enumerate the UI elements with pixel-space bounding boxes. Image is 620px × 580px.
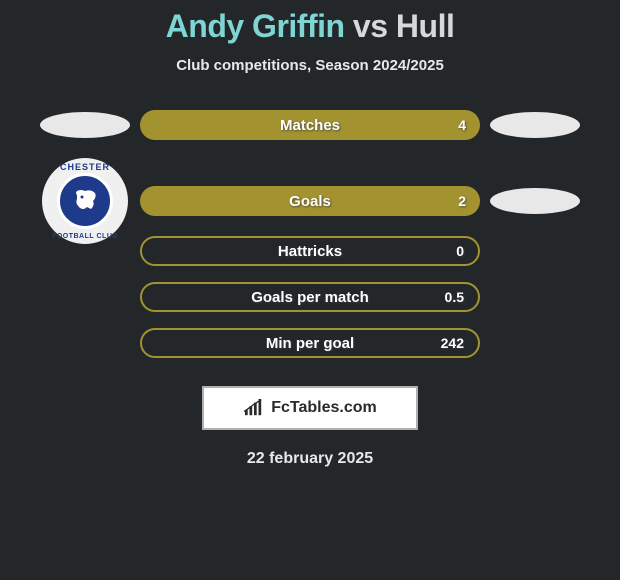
stat-pill-mpg: Min per goal 242 [140, 328, 480, 358]
stat-pill-matches: Matches 4 [140, 110, 480, 140]
infographic-container: Andy Griffin vs Hull Club competitions, … [0, 0, 620, 468]
club-crest-icon: CHESTER FOOTBALL CLUB [40, 156, 130, 246]
stat-label: Matches [280, 117, 340, 134]
stat-row: Min per goal 242 [0, 328, 620, 358]
page-title: Andy Griffin vs Hull [0, 8, 620, 45]
crest-top-text: CHESTER [42, 162, 128, 172]
stat-value: 4 [458, 117, 466, 133]
crest-inner [57, 173, 113, 229]
brand-box[interactable]: FcTables.com [202, 386, 418, 430]
stat-row: Matches 4 [0, 110, 620, 140]
left-ellipse-icon [40, 112, 130, 138]
stat-pill-gpm: Goals per match 0.5 [140, 282, 480, 312]
stat-label: Hattricks [278, 243, 342, 260]
left-spacer [40, 284, 130, 310]
right-spacer [490, 330, 580, 356]
stat-row: Goals per match 0.5 [0, 282, 620, 312]
stat-row: CHESTER FOOTBALL CLUB Goals 2 [0, 156, 620, 246]
stat-value: 0 [456, 243, 464, 259]
crest-bottom-text: FOOTBALL CLUB [42, 233, 128, 240]
bar-chart-icon [243, 399, 265, 417]
right-spacer [490, 238, 580, 264]
left-spacer [40, 330, 130, 356]
brand-text: FcTables.com [271, 399, 377, 417]
right-spacer [490, 284, 580, 310]
stat-value: 242 [441, 335, 464, 351]
stat-label: Min per goal [266, 335, 354, 352]
stat-pill-hattricks: Hattricks 0 [140, 236, 480, 266]
stat-label: Goals [289, 193, 331, 210]
stat-pill-goals: Goals 2 [140, 186, 480, 216]
right-ellipse-icon [490, 112, 580, 138]
stat-value: 0.5 [445, 289, 464, 305]
right-ellipse-icon [490, 188, 580, 214]
stat-label: Goals per match [251, 289, 369, 306]
opponent-name: Hull [396, 8, 454, 44]
stat-value: 2 [458, 193, 466, 209]
player-name: Andy Griffin [166, 8, 345, 44]
title-vs: vs [353, 8, 388, 44]
date-text: 22 february 2025 [0, 450, 620, 468]
lion-icon [69, 185, 101, 217]
subtitle: Club competitions, Season 2024/2025 [0, 57, 620, 74]
crest-outer: CHESTER FOOTBALL CLUB [42, 158, 128, 244]
